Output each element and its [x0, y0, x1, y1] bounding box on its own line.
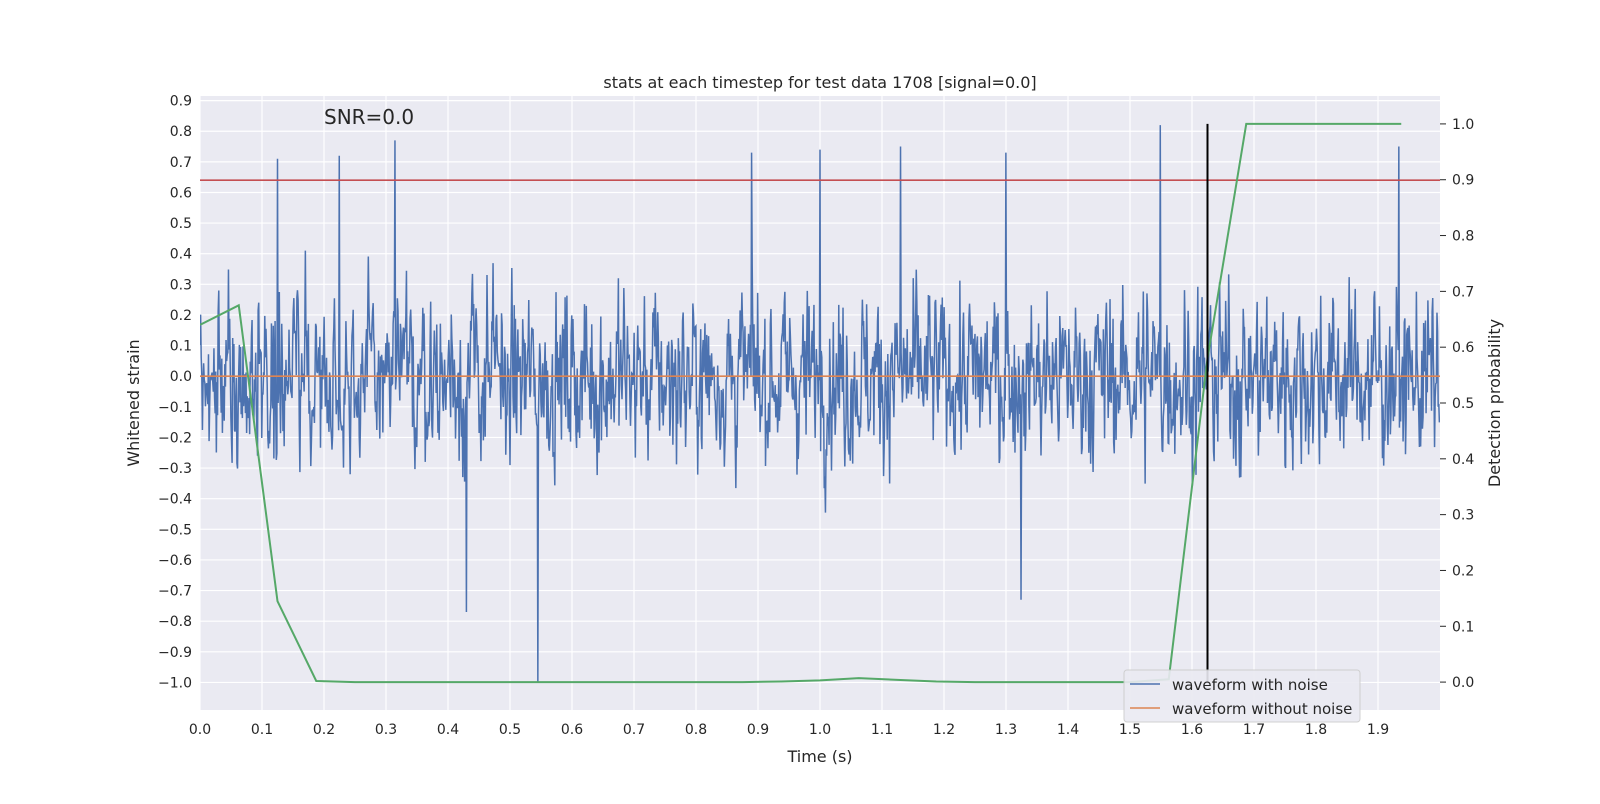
y-tick-label: 0.3 — [170, 277, 192, 293]
y2-axis-label: Detection probability — [1485, 319, 1504, 487]
y-tick-label: −0.5 — [158, 522, 192, 538]
y2-tick-label: 0.5 — [1452, 396, 1474, 412]
y-tick-label: 0.7 — [170, 155, 192, 171]
x-axis-label: Time (s) — [786, 747, 852, 766]
snr-annotation: SNR=0.0 — [324, 105, 414, 129]
x-tick-label: 0.3 — [375, 722, 397, 738]
y-tick-label: −0.7 — [158, 584, 192, 600]
y-tick-label: 0.2 — [170, 308, 192, 324]
x-tick-label: 1.6 — [1181, 722, 1203, 738]
y2-tick-label: 0.6 — [1452, 340, 1474, 356]
x-tick-label: 1.8 — [1305, 722, 1327, 738]
x-tick-label: 1.4 — [1057, 722, 1079, 738]
x-tick-label: 1.1 — [871, 722, 893, 738]
y-tick-label: 0.0 — [170, 369, 192, 385]
x-tick-label: 0.5 — [499, 722, 521, 738]
y-tick-label: 0.6 — [170, 185, 192, 201]
y2-tick-label: 0.2 — [1452, 563, 1474, 579]
y-tick-label: −0.8 — [158, 614, 192, 630]
x-tick-label: 0.6 — [561, 722, 583, 738]
y-tick-labels: 0.9 0.8 0.7 0.6 0.5 0.4 0.3 0.2 0.1 0.0 −0.1 −0.2 −0… — [158, 94, 192, 692]
y2-tick-label: 1.0 — [1452, 117, 1474, 133]
x-tick-label: 0.2 — [313, 722, 335, 738]
y2-tick-label: 0.3 — [1452, 508, 1474, 524]
x-tick-label: 1.5 — [1119, 722, 1141, 738]
legend-label-noise: waveform with noise — [1172, 676, 1328, 694]
y2-tick-label: 0.4 — [1452, 452, 1474, 468]
x-tick-label: 1.0 — [809, 722, 831, 738]
x-tick-label: 0.0 — [189, 722, 211, 738]
y-tick-label: −0.1 — [158, 400, 192, 416]
y-tick-label: −0.3 — [158, 461, 192, 477]
y2-tick-labels: 1.0 0.9 0.8 0.7 0.6 0.5 0.4 0.3 0.2 0.1 0.0 — [1440, 117, 1474, 691]
y2-tick-label: 0.7 — [1452, 284, 1474, 300]
y-tick-label: −0.9 — [158, 645, 192, 661]
legend-label-clean: waveform without noise — [1172, 700, 1352, 718]
y2-tick-label: 0.9 — [1452, 173, 1474, 189]
y-tick-label: −0.6 — [158, 553, 192, 569]
y-tick-label: −1.0 — [158, 675, 192, 691]
x-tick-label: 0.7 — [623, 722, 645, 738]
y2-tick-label: 0.1 — [1452, 619, 1474, 635]
y2-tick-label: 0.8 — [1452, 229, 1474, 245]
x-tick-label: 1.3 — [995, 722, 1017, 738]
x-tick-label: 0.1 — [251, 722, 273, 738]
y-tick-label: 0.5 — [170, 216, 192, 232]
x-tick-label: 1.9 — [1367, 722, 1389, 738]
x-tick-label: 1.7 — [1243, 722, 1265, 738]
y-tick-label: 0.4 — [170, 247, 192, 263]
y-tick-label: 0.9 — [170, 94, 192, 110]
chart-title: stats at each timestep for test data 170… — [603, 73, 1036, 92]
y-tick-label: −0.4 — [158, 492, 192, 508]
y-tick-label: 0.1 — [170, 339, 192, 355]
x-tick-labels: 0.0 0.1 0.2 0.3 0.4 0.5 0.6 0.7 0.8 0.9 1.0 1.1 1.2 1… — [189, 722, 1389, 738]
x-tick-label: 0.8 — [685, 722, 707, 738]
legend: waveform with noise waveform without noi… — [1124, 670, 1360, 722]
x-tick-label: 0.9 — [747, 722, 769, 738]
x-tick-label: 1.2 — [933, 722, 955, 738]
y-tick-label: 0.8 — [170, 124, 192, 140]
y-axis-label: Whitened strain — [124, 339, 143, 466]
y-tick-label: −0.2 — [158, 430, 192, 446]
x-tick-label: 0.4 — [437, 722, 459, 738]
y2-tick-label: 0.0 — [1452, 675, 1474, 691]
